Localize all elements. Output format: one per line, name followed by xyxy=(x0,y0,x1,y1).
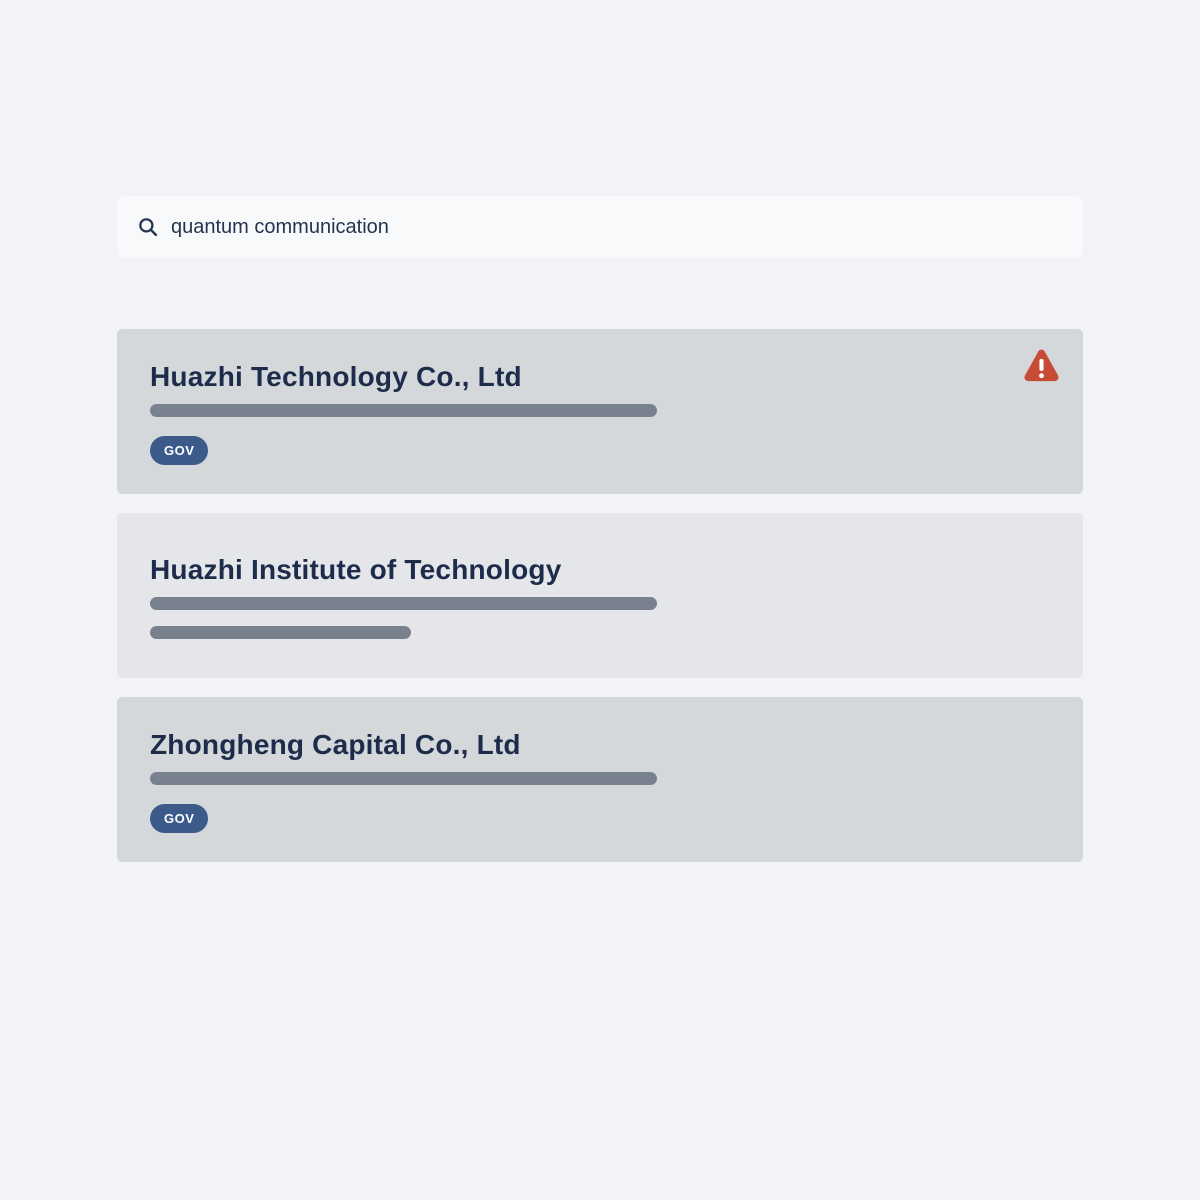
result-card[interactable]: Zhongheng Capital Co., Ltd GOV xyxy=(117,697,1083,862)
gov-badge: GOV xyxy=(150,803,209,833)
skeleton-lines xyxy=(150,597,1050,639)
gov-badge: GOV xyxy=(150,435,209,465)
results-list: Huazhi Technology Co., Ltd GOV Huazhi In… xyxy=(117,329,1083,862)
skeleton-line xyxy=(150,403,657,417)
skeleton-lines xyxy=(150,403,1050,417)
skeleton-line xyxy=(150,626,411,639)
result-title: Huazhi Technology Co., Ltd xyxy=(150,360,522,392)
result-title: Huazhi Institute of Technology xyxy=(150,554,562,585)
search-bar[interactable] xyxy=(117,196,1083,258)
badge-row: GOV xyxy=(150,803,1050,833)
result-card[interactable]: Huazhi Institute of Technology xyxy=(117,513,1083,678)
search-icon xyxy=(137,216,159,238)
result-title: Zhongheng Capital Co., Ltd xyxy=(150,728,521,760)
skeleton-line xyxy=(150,597,657,610)
skeleton-lines xyxy=(150,771,1050,785)
skeleton-line xyxy=(150,771,657,785)
badge-row: GOV xyxy=(150,435,1050,465)
warning-icon xyxy=(1020,344,1063,387)
result-card[interactable]: Huazhi Technology Co., Ltd GOV xyxy=(117,329,1083,494)
page-root: Huazhi Technology Co., Ltd GOV Huazhi In… xyxy=(117,196,1083,862)
search-input[interactable] xyxy=(171,215,1063,239)
